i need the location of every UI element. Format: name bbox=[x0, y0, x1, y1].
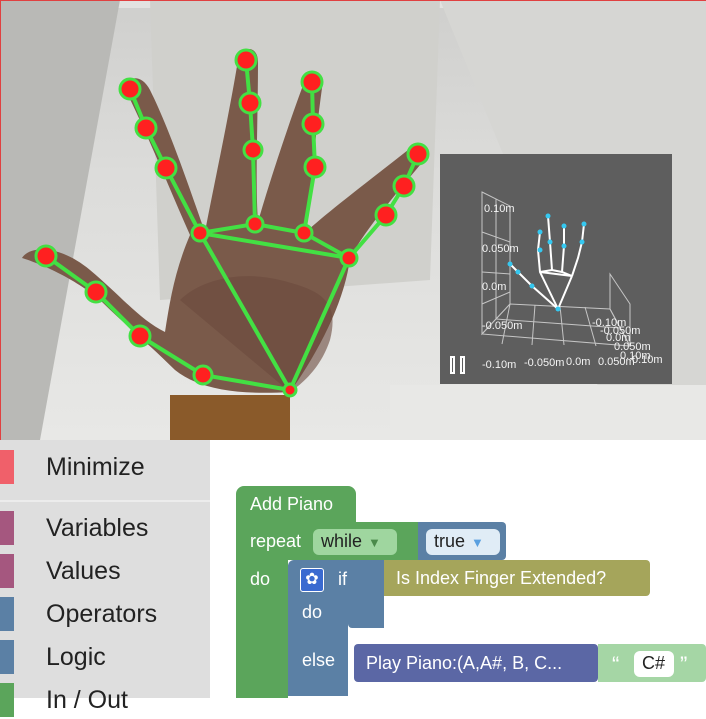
repeat-label: repeat bbox=[250, 531, 302, 551]
landmark-3d-svg: 0.10m 0.050m 0.0m -0.050m -0.10m -0.050m… bbox=[480, 191, 663, 371]
condition-label: Is Index Finger Extended? bbox=[396, 568, 607, 588]
category-swatch bbox=[0, 450, 14, 484]
axis-tick-label: -0.050m bbox=[600, 325, 640, 337]
note-value[interactable]: C# bbox=[634, 651, 674, 677]
repeat-while-block[interactable]: repeat while ▼ bbox=[236, 522, 418, 560]
category-swatch bbox=[0, 683, 14, 717]
furniture bbox=[170, 395, 290, 440]
empty-do-slot[interactable] bbox=[348, 628, 384, 642]
inner-do-label: do bbox=[302, 602, 323, 622]
pause-icon bbox=[460, 356, 465, 374]
category-label: Variables bbox=[46, 514, 149, 542]
toolbox-category-logic[interactable]: Logic bbox=[0, 636, 210, 676]
toolbox-category-in-out[interactable]: In / Out bbox=[0, 679, 210, 719]
while-option: while bbox=[321, 531, 363, 551]
axis-tick-label: 0.0m bbox=[606, 332, 630, 344]
pause-button[interactable] bbox=[448, 354, 472, 378]
axis-tick-label: -0.10m bbox=[482, 359, 516, 371]
landmark-3d-plot[interactable]: 0.10m 0.050m 0.0m -0.050m -0.10m -0.050m… bbox=[440, 154, 672, 384]
if-label: if bbox=[338, 569, 347, 589]
else-label: else bbox=[302, 650, 336, 670]
gear-icon[interactable]: ✿ bbox=[300, 568, 324, 592]
repeat-do-arm: do bbox=[236, 560, 288, 698]
play-piano-label: Play Piano:(A,A#, B, C... bbox=[366, 653, 563, 673]
axis-tick-label: 0.050m bbox=[598, 356, 635, 368]
hand-landmarks bbox=[34, 48, 430, 398]
toolbox-category-operators[interactable]: Operators bbox=[0, 593, 210, 633]
left-wall bbox=[0, 0, 120, 440]
axis-tick-label: 0.0m bbox=[566, 356, 590, 368]
toolbox-category-variables[interactable]: Variables bbox=[0, 507, 210, 547]
axis-tick-label: 0.050m bbox=[614, 341, 651, 353]
while-dropdown[interactable]: while ▼ bbox=[313, 529, 397, 555]
category-swatch bbox=[0, 640, 14, 674]
category-label: Logic bbox=[46, 643, 106, 671]
add-piano-block[interactable]: Add Piano bbox=[236, 486, 356, 522]
note-text-block[interactable]: “ C# ” bbox=[598, 644, 706, 682]
axis-tick-label: 0.0m bbox=[482, 281, 506, 293]
chevron-down-icon: ▼ bbox=[471, 535, 484, 550]
axis-tick-label: 0.10m bbox=[620, 350, 651, 362]
quote-close-icon: ” bbox=[680, 652, 688, 677]
blockly-toolbox: Minimize Variables Values Operators Logi… bbox=[0, 440, 210, 717]
true-dropdown[interactable]: true ▼ bbox=[426, 529, 500, 555]
category-label: Operators bbox=[46, 600, 158, 628]
axis-tick-label: 0.10m bbox=[632, 354, 663, 366]
condition-block[interactable]: Is Index Finger Extended? bbox=[384, 560, 650, 596]
pause-icon bbox=[450, 356, 455, 374]
toolbox-separator bbox=[0, 500, 210, 502]
blockly-workspace[interactable]: Add Piano repeat while ▼ do true ▼ ✿ if do… bbox=[210, 440, 706, 698]
add-piano-label: Add Piano bbox=[250, 494, 334, 514]
play-piano-block[interactable]: Play Piano:(A,A#, B, C... bbox=[354, 644, 598, 682]
do-label: do bbox=[250, 569, 271, 589]
category-swatch bbox=[0, 511, 14, 545]
true-value-block[interactable]: true ▼ bbox=[418, 522, 506, 560]
if-else-block[interactable]: ✿ if bbox=[288, 560, 384, 598]
quote-open-icon: “ bbox=[612, 652, 620, 677]
camera-view: 0.10m 0.050m 0.0m -0.050m -0.10m -0.050m… bbox=[0, 0, 706, 440]
true-value: true bbox=[434, 531, 466, 551]
axis-tick-label: 0.10m bbox=[484, 203, 515, 215]
toolbox-category-values[interactable]: Values bbox=[0, 550, 210, 590]
category-label: In / Out bbox=[46, 686, 128, 714]
axis-tick-label: -0.050m bbox=[524, 357, 564, 369]
category-label: Minimize bbox=[46, 453, 145, 481]
axis-tick-label: -0.050m bbox=[482, 320, 522, 332]
chevron-down-icon: ▼ bbox=[368, 535, 381, 550]
category-swatch bbox=[0, 554, 14, 588]
category-label: Values bbox=[46, 557, 121, 585]
if-else-arms: do else bbox=[288, 598, 348, 696]
axis-tick-label: 0.050m bbox=[482, 243, 519, 255]
toolbox-category-minimize[interactable]: Minimize bbox=[0, 446, 210, 486]
if-else-notch bbox=[348, 598, 384, 628]
axis-tick-label: -0.10m bbox=[592, 317, 626, 329]
category-swatch bbox=[0, 597, 14, 631]
